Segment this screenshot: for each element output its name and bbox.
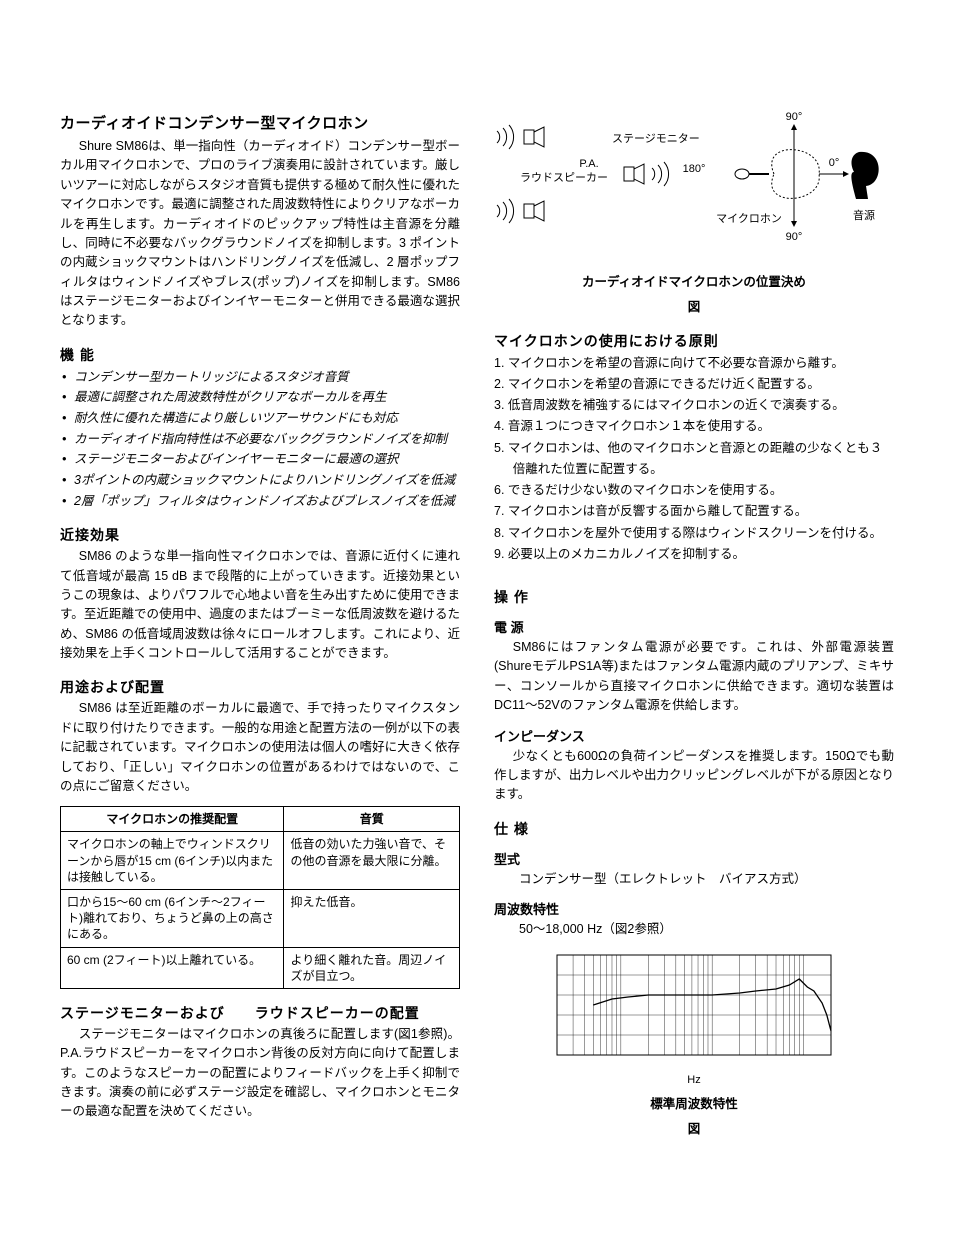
positioning-diagram: ステージモニター P.A.ラウドスピーカーマイクロホン 180° 90° 90° 0° 音源… [494,112,894,317]
feature-item: 3ポイントの内蔵ショックマウントによりハンドリングノイズを低減 [74,470,460,491]
freq-response-chart-svg [549,947,839,1067]
diagram-caption-1: カーディオイドマイクロホンの位置決め [494,273,894,292]
heading-applications: 用途および配置 [60,677,460,697]
heading-operation: 操 作 [494,587,894,607]
right-column: ステージモニター P.A.ラウドスピーカーマイクロホン 180° 90° 90° 0° 音源… [494,112,894,1175]
principle-item: 必要以上のメカニカルノイズを抑制する。 [494,544,894,565]
principle-item: マイクロホンは、他のマイクロホンと音源との距離の少なくとも３倍離れた位置に配置す… [494,438,894,481]
positioning-diagram-svg: ステージモニター P.A.ラウドスピーカーマイクロホン 180° 90° 90° 0° 音源 [494,112,894,262]
heading-features: 機 能 [60,345,460,365]
heading-cardioid-condenser: カーディオイドコンデンサー型マイクロホン [60,112,460,133]
type-value: コンデンサー型（エレクトレット バイアス方式） [494,870,894,889]
principle-item: 音源１つにつきマイクロホン１本を使用する。 [494,416,894,437]
freq-response-value: 50～18,000 Hz（図2参照） [494,920,894,939]
principle-item: マイクロホンは音が反響する面から離して配置する。 [494,501,894,522]
impedance-paragraph: 少なくとも600Ωの負荷インピーダンスを推奨します。150Ωでも動作しますが、出… [494,747,894,805]
table-cell: マイクロホンの軸上でウィンドスクリーンから唇が15 cm (6インチ)以内または… [61,832,284,890]
principle-item: マイクロホンを屋外で使用する際はウィンドスクリーンを付ける。 [494,523,894,544]
table-cell: 抑えた低音。 [284,890,460,948]
table-cell: より細く離れた音。周辺ノイズが目立つ。 [284,947,460,988]
chart-caption-1: 標準周波数特性 [549,1095,839,1114]
diagram-caption-2: 図 [494,298,894,317]
principle-item: できるだけ少ない数のマイクロホンを使用する。 [494,480,894,501]
chart-xaxis-label: Hz [549,1072,839,1089]
power-paragraph: SM86にはファンタム電源が必要です。これは、外部電源装置(ShureモデルPS… [494,638,894,716]
subheading-freq-response: 周波数特性 [494,899,894,918]
feature-item: 2層「ポップ」フィルタはウィンドノイズおよびブレスノイズを低減 [74,491,460,512]
principle-item: マイクロホンを希望の音源にできるだけ近く配置する。 [494,374,894,395]
feature-item: 最適に調整された周波数特性がクリアなボーカルを再生 [74,387,460,408]
svg-text:0°: 0° [829,157,840,169]
feature-item: コンデンサー型カートリッジによるスタジオ音質 [74,367,460,388]
stage-monitors-paragraph: ステージモニターはマイクロホンの真後ろに配置します(図1参照)。P.A.ラウドス… [60,1025,460,1122]
table-cell: 60 cm (2フィート)以上離れている。 [61,947,284,988]
placement-table: マイクロホンの推奨配置 音質 マイクロホンの軸上でウィンドスクリーンから唇が15… [60,806,460,989]
heading-proximity-effect: 近接効果 [60,525,460,545]
subheading-power: 電 源 [494,617,894,636]
document-page: カーディオイドコンデンサー型マイクロホン Shure SM86は、単一指向性（カ… [0,0,954,1235]
subheading-impedance: インピーダンス [494,726,894,745]
svg-text:180°: 180° [683,163,706,175]
table-header-tone: 音質 [284,807,460,832]
features-list: コンデンサー型カートリッジによるスタジオ音質最適に調整された周波数特性がクリアな… [60,367,460,511]
chart-caption-2: 図 [549,1120,839,1139]
applications-paragraph: SM86 は至近距離のボーカルに最適で、手で持ったりマイクスタンドに取り付けたり… [60,699,460,796]
svg-text:90°: 90° [786,231,803,243]
svg-text:ラウドスピーカー: ラウドスピーカー [520,171,608,184]
table-header-placement: マイクロホンの推奨配置 [61,807,284,832]
principle-item: マイクロホンを希望の音源に向けて不必要な音源から離す。 [494,353,894,374]
feature-item: 耐久性に優れた構造により厳しいツアーサウンドにも対応 [74,408,460,429]
freq-response-chart: Hz 標準周波数特性 図 [549,947,839,1138]
table-row: 60 cm (2フィート)以上離れている。より細く離れた音。周辺ノイズが目立つ。 [61,947,460,988]
svg-text:マイクロホン: マイクロホン [716,212,782,225]
intro-paragraph: Shure SM86は、単一指向性（カーディオイド）コンデンサー型ボーカル用マイ… [60,137,460,331]
heading-principles: マイクロホンの使用における原則 [494,331,894,351]
table-cell: 口から15～60 cm (6インチ～2フィート)離れており、ちょうど鼻の上の高さ… [61,890,284,948]
feature-item: カーディオイド指向特性は不必要なバックグラウンドノイズを抑制 [74,429,460,450]
left-column: カーディオイドコンデンサー型マイクロホン Shure SM86は、単一指向性（カ… [60,112,460,1175]
table-row: 口から15～60 cm (6インチ～2フィート)離れており、ちょうど鼻の上の高さ… [61,890,460,948]
svg-text:90°: 90° [786,112,803,123]
principle-item: 低音周波数を補強するにはマイクロホンの近くで演奏する。 [494,395,894,416]
subheading-type: 型式 [494,849,894,868]
svg-text:音源: 音源 [853,208,875,222]
svg-text:ステージモニター: ステージモニター [612,132,700,145]
proximity-paragraph: SM86 のような単一指向性マイクロホンでは、音源に近付くに連れて低音域が最高 … [60,547,460,663]
feature-item: ステージモニターおよびインイヤーモニターに最適の選択 [74,449,460,470]
table-row: マイクロホンの軸上でウィンドスクリーンから唇が15 cm (6インチ)以内または… [61,832,460,890]
heading-stage-monitors: ステージモニターおよび ラウドスピーカーの配置 [60,1003,460,1023]
svg-text:P.A.: P.A. [579,158,598,170]
heading-specs: 仕 様 [494,819,894,839]
principles-list: マイクロホンを希望の音源に向けて不必要な音源から離す。マイクロホンを希望の音源に… [494,353,894,566]
table-cell: 低音の効いた力強い音で、その他の音源を最大限に分離。 [284,832,460,890]
